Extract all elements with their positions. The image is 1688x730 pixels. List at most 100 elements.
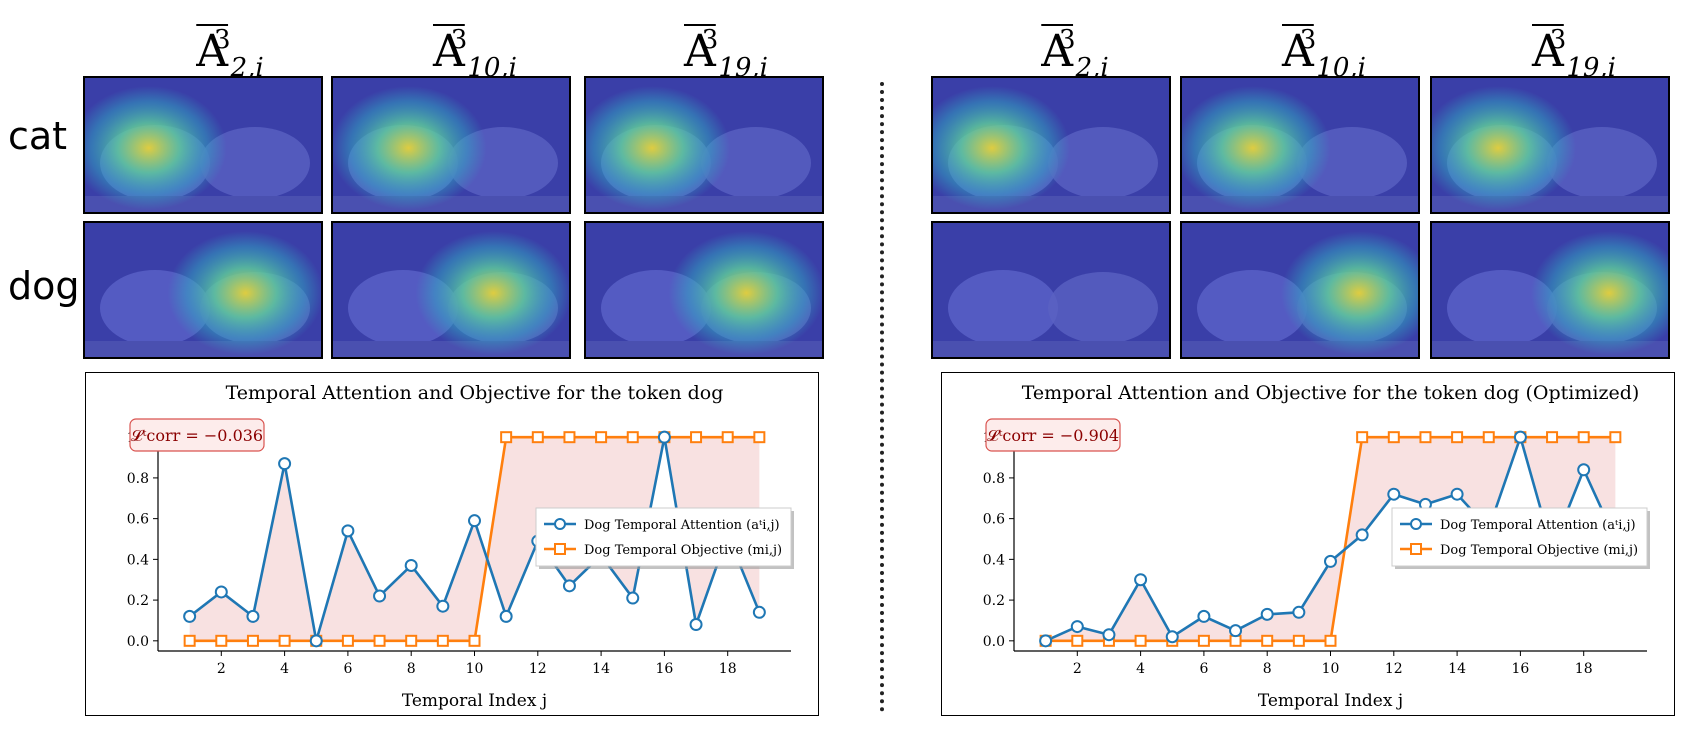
objective-point — [1134, 634, 1147, 647]
attention-point — [1102, 628, 1116, 642]
legend — [535, 507, 792, 567]
objective-point — [690, 431, 703, 444]
objective-point — [626, 431, 639, 444]
attention-map-image — [1430, 76, 1670, 214]
objective-point — [215, 634, 228, 647]
x-tick-label: 10 — [1322, 661, 1340, 677]
objective-point — [1577, 431, 1590, 444]
legend — [1391, 507, 1648, 567]
attention-point — [1513, 430, 1527, 444]
objective-point — [1261, 634, 1274, 647]
correlation-value: 𝓛ᵗcorr = −0.036 — [131, 426, 263, 445]
chart-title: Temporal Attention and Objective for the… — [226, 382, 724, 404]
attention-point — [1292, 605, 1306, 619]
attention-point — [468, 514, 481, 528]
objective-point — [1292, 634, 1305, 647]
y-tick-label: 0.2 — [983, 593, 1005, 609]
chart-left: Temporal Attention and Objective for the… — [85, 372, 819, 716]
attention-point — [341, 524, 355, 538]
attention-map-image — [931, 221, 1171, 359]
objective-point — [563, 431, 576, 444]
objective-point — [721, 431, 734, 444]
x-tick-label: 10 — [466, 661, 484, 677]
x-tick-label: 18 — [1575, 661, 1593, 677]
legend-item-attention: Dog Temporal Attention (aᵗi,j) — [1440, 518, 1636, 533]
x-tick-label: 16 — [1511, 661, 1529, 677]
objective-point — [468, 634, 481, 647]
x-tick-label: 8 — [407, 661, 416, 677]
x-tick-label: 12 — [529, 661, 547, 677]
attention-point — [214, 585, 228, 599]
objective-point — [405, 634, 418, 647]
attention-map-image — [331, 76, 571, 214]
x-tick-label: 14 — [1448, 661, 1466, 677]
y-tick-label: 0.4 — [127, 552, 149, 568]
correlation-value: 𝓛ᵗcorr = −0.904 — [987, 426, 1119, 445]
attention-map-image — [931, 76, 1171, 214]
x-axis-label: Temporal Index j — [1258, 691, 1403, 711]
attention-map-image — [83, 76, 323, 214]
y-tick-label: 0.2 — [127, 593, 149, 609]
correlation-box — [129, 418, 265, 452]
attention-point — [1324, 554, 1337, 568]
objective-point — [1546, 431, 1559, 444]
attention-point — [309, 634, 323, 648]
attention-point — [1229, 624, 1243, 638]
attention-point — [246, 609, 260, 623]
y-tick-label: 0.8 — [983, 471, 1005, 487]
y-tick-label: 0.8 — [127, 471, 149, 487]
x-tick-label: 12 — [1385, 661, 1403, 677]
objective-point — [1197, 634, 1210, 647]
x-tick-label: 6 — [343, 661, 352, 677]
objective-point — [1451, 431, 1464, 444]
attention-point — [1355, 528, 1369, 542]
legend-item-objective: Dog Temporal Objective (mi,j) — [584, 543, 782, 558]
chart-title: Temporal Attention and Objective for the… — [1022, 382, 1640, 404]
difference-fill — [1045, 437, 1616, 641]
attention-point — [752, 605, 766, 619]
x-axis-label: Temporal Index j — [402, 691, 547, 711]
attention-point — [404, 558, 418, 572]
chart-right: Temporal Attention and Objective for the… — [941, 372, 1675, 716]
attention-point — [657, 430, 671, 444]
y-tick-label: 0.0 — [127, 634, 149, 650]
attention-point — [436, 599, 450, 613]
attention-point — [1387, 487, 1401, 501]
attention-point — [499, 609, 513, 623]
attention-point — [562, 579, 576, 593]
objective-point — [341, 634, 354, 647]
x-tick-label: 14 — [592, 661, 610, 677]
attention-map-image — [83, 221, 323, 359]
header-base: A — [196, 26, 229, 77]
panel-divider — [880, 82, 884, 712]
attention-point — [1039, 634, 1053, 648]
objective-point — [1324, 634, 1337, 647]
attention-point — [1070, 620, 1084, 634]
x-tick-label: 8 — [1263, 661, 1272, 677]
attention-point — [1197, 609, 1211, 623]
row-label-dog: dog — [8, 264, 80, 308]
objective-point — [1609, 431, 1622, 444]
attention-point — [1260, 607, 1274, 621]
chart-svg: Temporal Attention and Objective for the… — [127, 382, 794, 711]
y-tick-label: 0.6 — [127, 512, 149, 528]
attention-map-image — [584, 221, 824, 359]
objective-point — [500, 431, 513, 444]
x-tick-label: 4 — [280, 661, 289, 677]
objective-point — [531, 431, 544, 444]
attention-map-image — [1180, 221, 1420, 359]
attention-point — [1134, 573, 1148, 587]
objective-point — [436, 634, 449, 647]
x-tick-label: 4 — [1136, 661, 1145, 677]
x-tick-label: 6 — [1199, 661, 1208, 677]
attention-point — [183, 609, 197, 623]
attention-map-image — [1430, 221, 1670, 359]
row-label-cat: cat — [8, 114, 68, 158]
correlation-box — [985, 418, 1121, 452]
attention-point — [1450, 487, 1464, 501]
objective-point — [246, 634, 259, 647]
legend-item-objective: Dog Temporal Objective (mi,j) — [1440, 543, 1638, 558]
objective-point — [1229, 634, 1242, 647]
objective-point — [183, 634, 196, 647]
objective-point — [753, 431, 766, 444]
